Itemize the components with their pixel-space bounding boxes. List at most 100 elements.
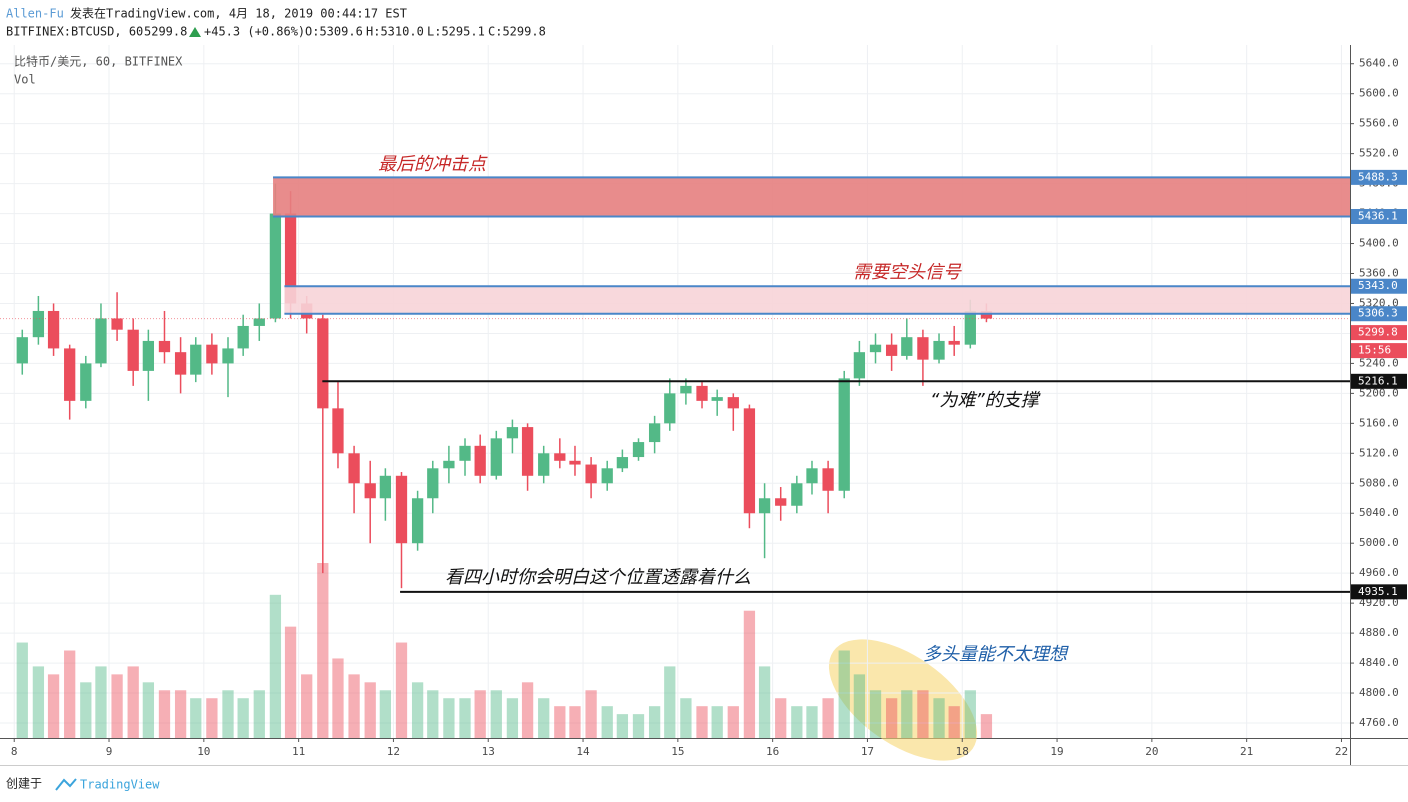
candle-body	[538, 453, 550, 476]
candle-body	[822, 468, 834, 491]
candle-body	[317, 318, 329, 409]
candle-body	[711, 397, 723, 401]
candle-body	[869, 344, 882, 353]
candle-body	[174, 352, 187, 375]
candle-body	[80, 363, 92, 401]
volume-bar	[948, 706, 960, 738]
x-tick-label: 10	[197, 745, 210, 758]
volume-bar	[696, 706, 708, 738]
candle-body	[16, 337, 28, 364]
volume-bar	[743, 610, 756, 738]
y-tick-label: 5400.0	[1359, 237, 1399, 250]
volume-bar	[806, 706, 818, 738]
x-tick-label: 14	[576, 745, 590, 758]
volume-bar	[554, 706, 566, 738]
zone	[273, 177, 1351, 217]
high: H:5310.0	[366, 25, 424, 39]
volume-bar	[901, 690, 913, 738]
candle-body	[190, 344, 202, 375]
price-tag: 5306.3	[1358, 307, 1398, 320]
level-label: “为难”的支撑	[930, 390, 1042, 411]
volume-bar	[64, 650, 76, 738]
volume-bar	[348, 674, 360, 738]
price-tag: 5216.1	[1358, 374, 1398, 387]
candle-body	[758, 498, 771, 514]
volume-bar	[174, 690, 187, 738]
candle-body	[901, 337, 913, 356]
price-tag: 5343.0	[1358, 279, 1398, 292]
volume-bar	[142, 682, 155, 738]
x-tick-label: 22	[1335, 745, 1348, 758]
volume-bar	[190, 698, 202, 738]
y-tick-label: 5160.0	[1359, 416, 1399, 429]
volume-bar	[853, 674, 866, 738]
candle-body	[948, 340, 960, 345]
volume-bar	[317, 563, 329, 738]
volume-bar	[838, 650, 850, 738]
candle-body	[47, 310, 60, 349]
volume-bar	[379, 690, 392, 738]
volume-bar	[791, 706, 803, 738]
candle-body	[554, 453, 566, 461]
price-tag-bg	[1351, 584, 1407, 600]
x-tick-label: 11	[292, 745, 305, 758]
candle-body	[490, 438, 502, 476]
price-tag: 5299.8	[1358, 326, 1398, 339]
candle-body	[253, 318, 265, 326]
volume-bar	[332, 658, 344, 738]
published: 发表在TradingView.com, 4月 18, 2019 00:44:17…	[70, 6, 407, 21]
volume-bar	[474, 690, 486, 738]
price-tag-bg	[1351, 325, 1407, 341]
volume-bar	[711, 706, 723, 738]
x-tick-label: 13	[482, 745, 495, 758]
volume-bar	[521, 682, 534, 738]
candle-body	[222, 348, 234, 364]
volume-bar	[32, 666, 45, 738]
candle-body	[664, 393, 676, 424]
candle-body	[506, 427, 519, 439]
candle-body	[142, 340, 155, 371]
volume-bar	[127, 666, 139, 738]
candle-body	[64, 348, 76, 401]
price-tag-bg	[1351, 306, 1407, 322]
volume-bar	[111, 674, 123, 738]
x-tick-label: 8	[11, 745, 18, 758]
candle-body	[206, 344, 218, 364]
price-tag-bg	[1351, 278, 1407, 294]
low: L:5295.1	[427, 25, 485, 39]
candle-body	[269, 213, 282, 319]
volume-bar	[490, 690, 502, 738]
candle-body	[727, 397, 739, 409]
candle-body	[933, 340, 945, 360]
y-tick-label: 5080.0	[1359, 476, 1399, 489]
candle-body	[427, 468, 439, 499]
candle-body	[237, 325, 249, 349]
y-tick-label: 5520.0	[1359, 147, 1399, 160]
y-tick-label: 5560.0	[1359, 117, 1399, 130]
candle-body	[775, 498, 787, 506]
volume-bar	[885, 698, 898, 738]
x-tick-label: 9	[106, 745, 113, 758]
volume-bar	[680, 698, 692, 738]
author: Allen-Fu	[6, 7, 64, 21]
price-tag-bg	[1351, 208, 1407, 224]
volume-bar	[269, 594, 282, 738]
volume-bar	[47, 674, 60, 738]
close: C:5299.8	[488, 25, 546, 39]
open: O:5309.6	[305, 25, 363, 39]
volume-bar	[222, 690, 234, 738]
last: 5299.8	[144, 25, 187, 39]
price-tag-bg	[1351, 169, 1407, 185]
x-tick-label: 17	[861, 745, 874, 758]
y-tick-label: 5040.0	[1359, 506, 1399, 519]
volume-bar	[411, 682, 424, 738]
candle-body	[964, 310, 976, 345]
volume-bar	[569, 706, 581, 738]
volume-bar	[775, 698, 787, 738]
y-tick-label: 5320.0	[1359, 296, 1399, 309]
x-tick-label: 18	[956, 745, 969, 758]
y-tick-label: 4920.0	[1359, 596, 1399, 609]
candle-body	[411, 498, 424, 544]
